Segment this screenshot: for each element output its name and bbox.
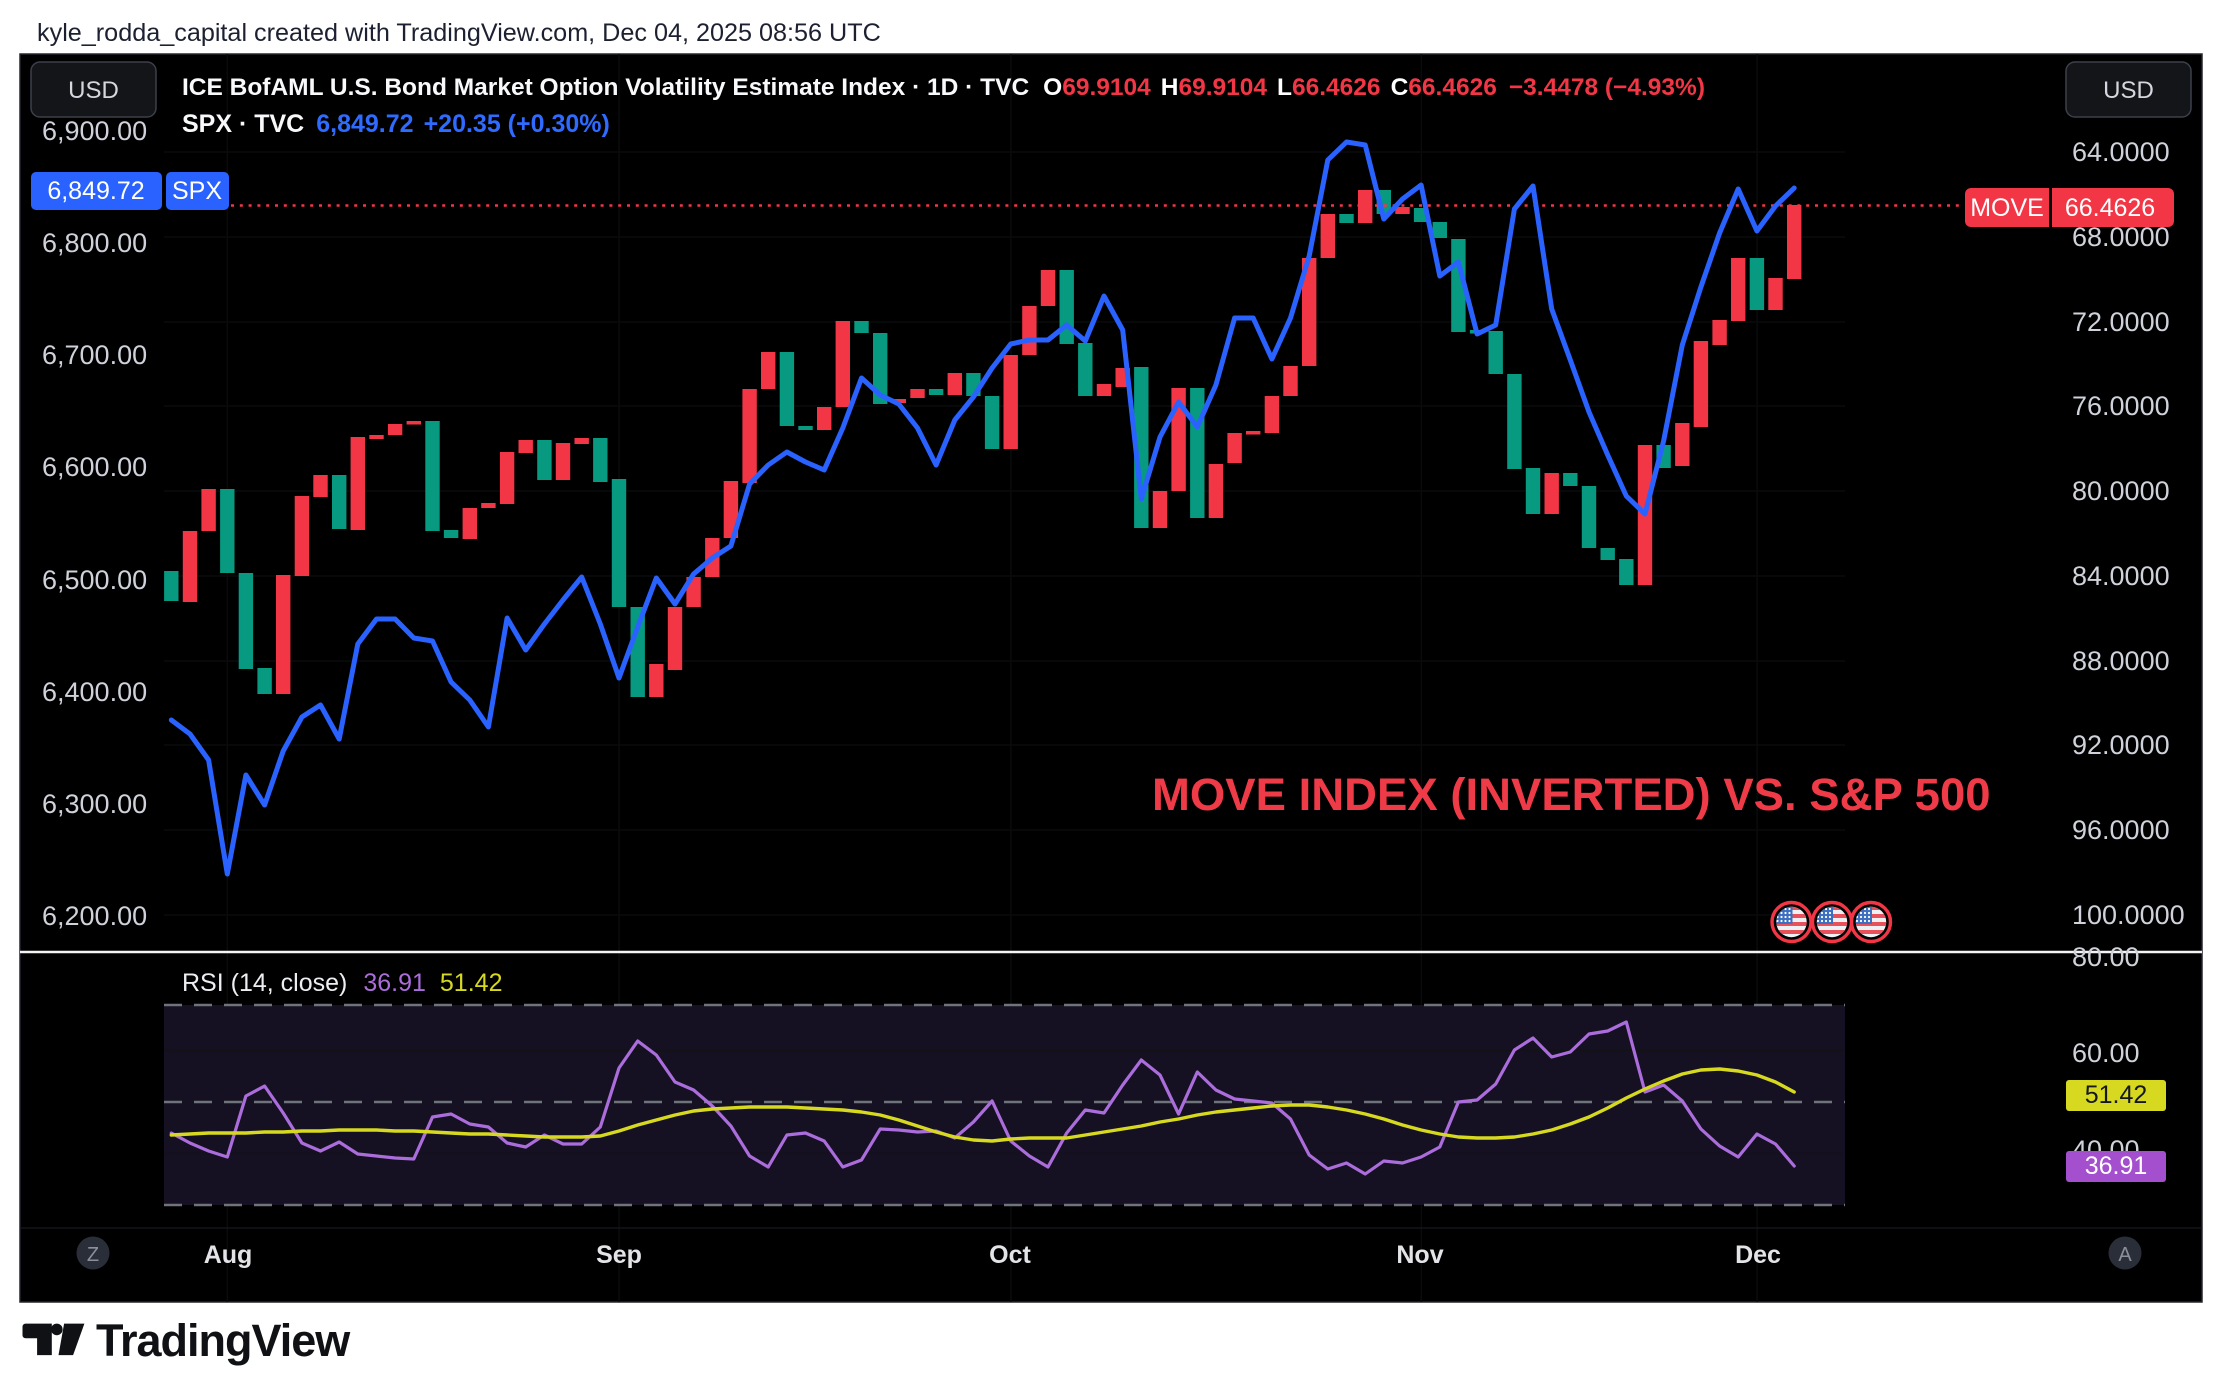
svg-text:6,900.00: 6,900.00 <box>42 116 147 146</box>
svg-text:Nov: Nov <box>1396 1241 1443 1269</box>
svg-text:6,800.00: 6,800.00 <box>42 228 147 258</box>
svg-text:SPX: SPX <box>172 177 222 205</box>
svg-text:84.0000: 84.0000 <box>2072 561 2170 591</box>
svg-text:76.0000: 76.0000 <box>2072 391 2170 421</box>
svg-text:Sep: Sep <box>596 1241 642 1269</box>
svg-text:80.00: 80.00 <box>2072 942 2140 972</box>
svg-text:6,849.72: 6,849.72 <box>47 177 144 205</box>
svg-text:Aug: Aug <box>204 1241 253 1269</box>
svg-text:USD: USD <box>2103 77 2154 104</box>
svg-text:64.0000: 64.0000 <box>2072 137 2170 167</box>
svg-text:ICE BofAML U.S. Bond Market Op: ICE BofAML U.S. Bond Market Option Volat… <box>182 74 1705 101</box>
svg-text:88.0000: 88.0000 <box>2072 646 2170 676</box>
svg-text:MOVE INDEX (INVERTED) VS. S&P: MOVE INDEX (INVERTED) VS. S&P 500 <box>1152 769 1991 820</box>
svg-text:6,300.00: 6,300.00 <box>42 789 147 819</box>
svg-text:96.0000: 96.0000 <box>2072 815 2170 845</box>
svg-text:A: A <box>2118 1244 2132 1266</box>
svg-text:92.0000: 92.0000 <box>2072 730 2170 760</box>
svg-text:kyle_rodda_capital created wit: kyle_rodda_capital created with TradingV… <box>37 19 881 47</box>
svg-text:51.42: 51.42 <box>2085 1081 2148 1109</box>
svg-text:6,400.00: 6,400.00 <box>42 677 147 707</box>
svg-text:6,200.00: 6,200.00 <box>42 901 147 931</box>
svg-text:72.0000: 72.0000 <box>2072 307 2170 337</box>
svg-text:36.91: 36.91 <box>2085 1152 2148 1180</box>
svg-text:Oct: Oct <box>989 1241 1031 1269</box>
svg-text:6,600.00: 6,600.00 <box>42 452 147 482</box>
svg-text:80.0000: 80.0000 <box>2072 476 2170 506</box>
svg-text:USD: USD <box>68 77 119 104</box>
svg-text:Z: Z <box>87 1244 99 1266</box>
svg-text:MOVE: MOVE <box>1970 194 2044 222</box>
svg-text:6,500.00: 6,500.00 <box>42 565 147 595</box>
svg-text:66.4626: 66.4626 <box>2065 194 2155 222</box>
svg-text:6,700.00: 6,700.00 <box>42 340 147 370</box>
svg-text:60.00: 60.00 <box>2072 1038 2140 1068</box>
svg-text:TradingView: TradingView <box>96 1315 351 1366</box>
svg-text:Dec: Dec <box>1735 1241 1781 1269</box>
svg-text:100.0000: 100.0000 <box>2072 900 2185 930</box>
